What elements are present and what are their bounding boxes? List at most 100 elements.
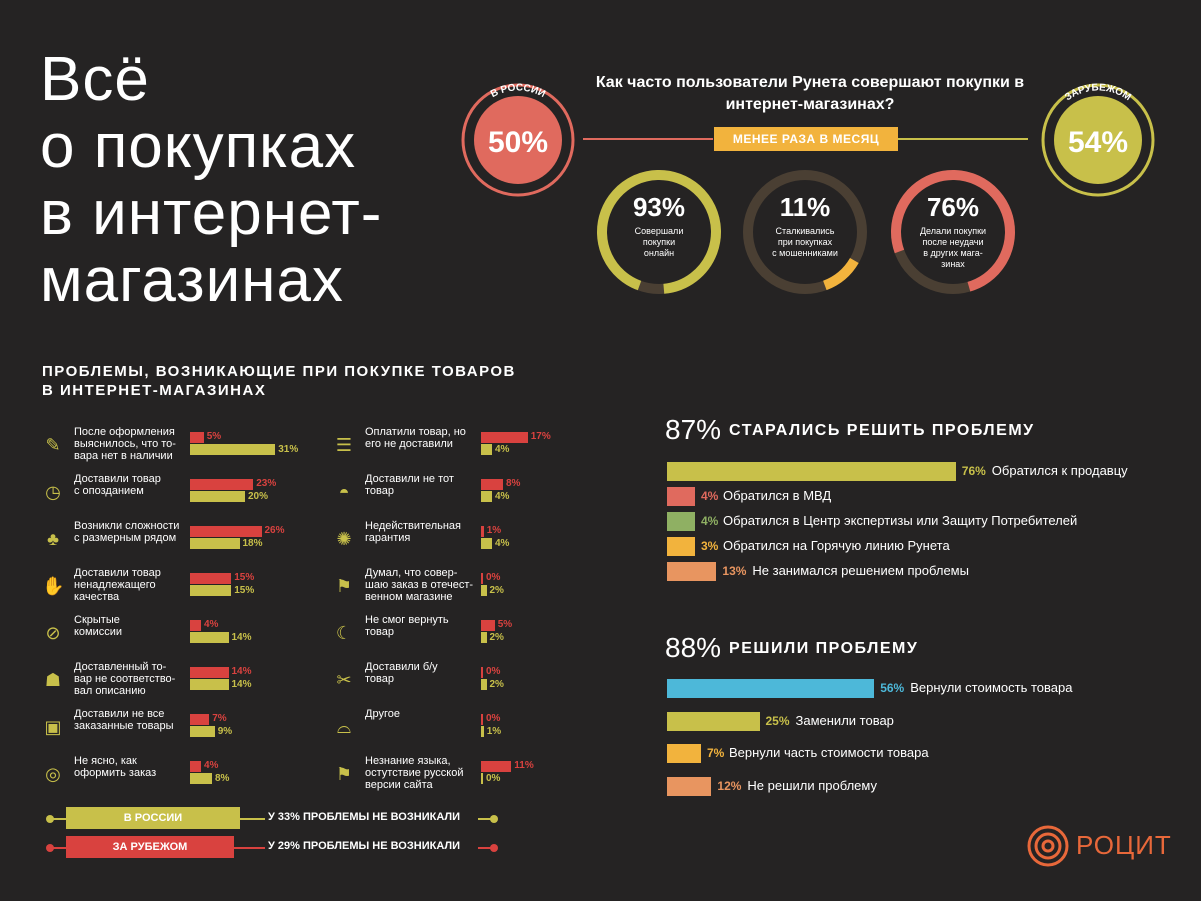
tried-heading: 87% СТАРАЛИСЬ РЕШИТЬ ПРОБЛЕМУ — [665, 414, 1035, 446]
bar-label: Не решили проблему — [747, 777, 877, 793]
bar-value: 7% — [707, 746, 725, 760]
solved-title: РЕШИЛИ ПРОБЛЕМУ — [729, 640, 919, 657]
clock-icon: ◷ — [45, 482, 61, 502]
ufo-icon: ⌓ — [336, 717, 352, 737]
bar-russia — [481, 573, 483, 584]
bar-value: 13% — [722, 564, 747, 578]
bar — [667, 744, 701, 763]
bar — [667, 537, 695, 556]
problems-heading: ПРОБЛЕМЫ, ВОЗНИКАЮЩИЕ ПРИ ПОКУПКЕ ТОВАРО… — [42, 362, 602, 400]
problem-row: ✎ После оформления выяснилось, что то-вара… — [42, 426, 298, 462]
ring-caption: при покупках — [778, 237, 833, 247]
coins-icon: ☰ — [335, 435, 353, 455]
legend-line — [478, 818, 493, 820]
ring-caption: онлайн — [644, 248, 674, 258]
problem-row: ✋ Доставили товар ненадлежащего качества 15%… — [42, 567, 292, 603]
title-line: в интернет- — [40, 179, 383, 248]
problem-label: Доставили не тот товар — [365, 473, 454, 497]
ring-value: 76% — [927, 192, 979, 222]
legend-abroad: ЗА РУБЕЖОМ — [66, 836, 234, 858]
bar-value: 76% — [961, 464, 986, 478]
bar — [667, 711, 760, 731]
value-abroad: 18% — [242, 538, 263, 549]
rocit-logo-icon — [1027, 825, 1069, 867]
connector-line — [583, 138, 713, 140]
bar-russia — [190, 714, 210, 725]
bar-label: Обратился на Горячую линию Рунета — [723, 538, 950, 553]
bar-abroad — [190, 632, 229, 643]
bar-abroad — [481, 679, 487, 690]
legend-dot — [46, 815, 54, 823]
problem-label: После оформления выяснилось, что то-вара … — [74, 426, 176, 462]
ring-caption: после неудачи — [923, 237, 984, 247]
problem-label: Не ясно, как оформить заказ — [74, 755, 157, 779]
value-russia: 15% — [234, 572, 255, 583]
problem-label: Другое — [365, 708, 400, 720]
value-russia: 11% — [514, 760, 534, 771]
problems-heading-line: В ИНТЕРНЕТ-МАГАЗИНАХ — [42, 382, 267, 399]
flag-icon: ⚑ — [335, 576, 353, 596]
value-russia: 0% — [486, 572, 501, 583]
bar-russia — [481, 620, 495, 631]
ring-caption: Делали покупки — [920, 226, 986, 236]
bar-abroad — [481, 538, 492, 549]
percent-icon: ⊘ — [45, 623, 61, 643]
bar-abroad — [481, 585, 487, 596]
value-russia: 5% — [206, 431, 222, 442]
bar-label: Заменили товар — [795, 712, 894, 728]
russia-circle — [474, 96, 562, 184]
bar-russia — [190, 667, 229, 678]
bar — [667, 487, 695, 506]
ring-caption: с мошенниками — [772, 248, 838, 258]
problem-label: Доставленный то-вар не соответство-вал о… — [74, 661, 176, 697]
value-abroad: 20% — [248, 491, 269, 502]
bar-value: 25% — [765, 713, 790, 728]
value-russia: 4% — [204, 760, 219, 771]
wrench-icon: ✂ — [336, 670, 352, 690]
title-line: о покупках — [40, 112, 357, 181]
frequency-label: МЕНЕЕ РАЗА В МЕСЯЦ — [714, 127, 898, 151]
russia-label: В РОССИИ — [489, 82, 547, 100]
bar-value: 3% — [701, 539, 719, 553]
bar-label: Обратился в Центр экспертизы или Защиту … — [723, 513, 1078, 528]
flag2-icon: ⚑ — [335, 764, 353, 784]
tried-value: 87% — [665, 414, 722, 445]
value-russia: 26% — [264, 525, 285, 536]
problem-label: Доставили б/у товар — [365, 661, 438, 685]
bar-value: 12% — [717, 778, 742, 793]
abroad-value: 54% — [1068, 126, 1128, 159]
bar-abroad — [481, 726, 484, 737]
bar-russia — [190, 573, 232, 584]
ring-value: 93% — [633, 192, 685, 222]
ring-caption: зинах — [941, 259, 965, 269]
bar-russia — [190, 432, 204, 443]
legend-line — [48, 847, 68, 849]
problem-label: Оплатили товар, но его не доставили — [365, 426, 466, 450]
value-abroad: 15% — [234, 585, 255, 596]
value-russia: 1% — [486, 525, 502, 536]
legend-dot — [46, 844, 54, 852]
ring-value: 11% — [780, 192, 831, 222]
bar-abroad — [190, 773, 212, 784]
bar-label: Не занимался решением проблемы — [752, 563, 969, 578]
legend-dot — [490, 844, 498, 852]
bar-russia — [481, 479, 503, 490]
problem-row: ⌓ Другое 0% 1% — [333, 708, 583, 744]
problem-label: Доставили товар ненадлежащего качества — [74, 567, 161, 603]
value-abroad: 4% — [495, 538, 510, 549]
russia-value: 50% — [488, 126, 548, 159]
problem-row: ⚑ Думал, что совер-шаю заказ в отечест-ве… — [333, 567, 583, 603]
bar-abroad — [481, 632, 487, 643]
legend-dot — [490, 815, 498, 823]
problem-label: Недействительная гарантия — [365, 520, 461, 544]
problem-row: ◷ Доставили товар с опозданием 23% 20% — [42, 473, 292, 509]
bar — [667, 512, 695, 531]
value-abroad: 4% — [495, 444, 510, 455]
bar-label: Вернули часть стоимости товара — [729, 745, 929, 760]
problem-label: Скрытые комиссии — [74, 614, 123, 638]
value-russia: 0% — [486, 713, 501, 724]
abroad-circle — [1054, 96, 1142, 184]
bar — [667, 562, 717, 581]
value-abroad: 1% — [486, 726, 502, 737]
value-abroad: 0% — [486, 773, 501, 784]
